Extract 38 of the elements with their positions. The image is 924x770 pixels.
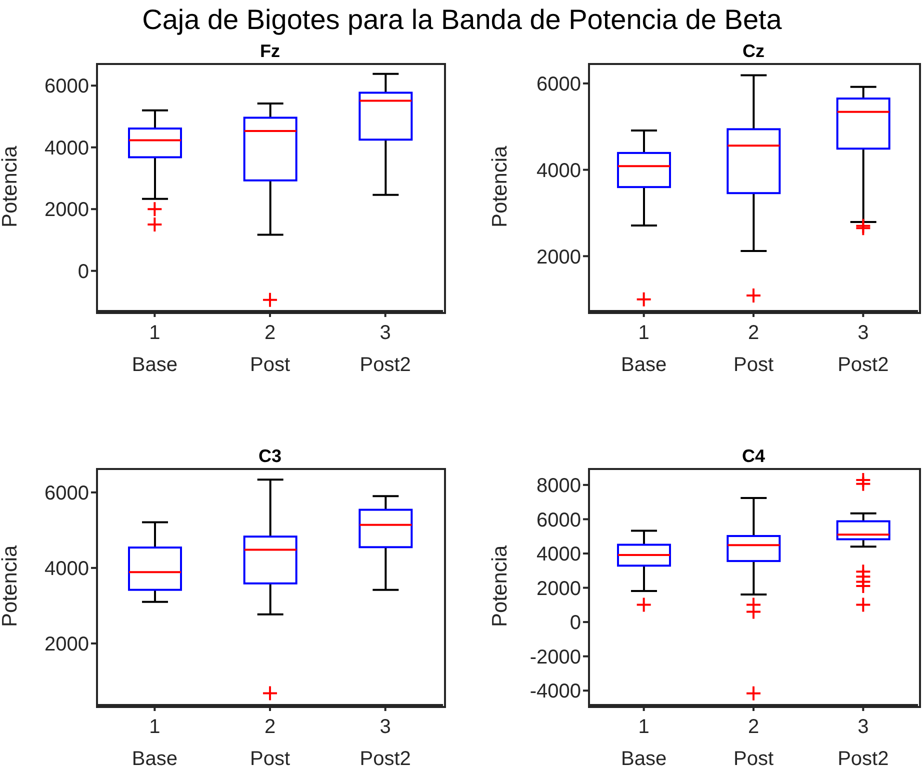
y-tick-label: 8000	[536, 475, 581, 498]
text: Caja de Bigotes para la Banda de Potencia de Beta	[141, 4, 783, 36]
y-tick-label: 6000	[536, 509, 581, 532]
y-tick-label: 2000	[536, 246, 581, 268]
y-tick-label: 2000	[44, 199, 89, 222]
y-axis-title: Potencia	[0, 544, 22, 627]
x-tick-label: 3 Post2	[838, 716, 889, 770]
x-tick-label: 3 Post2	[360, 716, 411, 770]
y-axis-title: Potencia	[0, 145, 22, 228]
y-tick-label: 6000	[44, 76, 89, 98]
chart-title: Cz	[742, 40, 766, 62]
y-tick-label: 6000	[536, 74, 581, 96]
y-tick-label: 6000	[44, 482, 89, 505]
y-tick-label: 0	[570, 612, 581, 634]
y-tick-label: 2000	[44, 634, 89, 656]
x-tick-label: 1 Base	[621, 322, 667, 376]
y-axis-title: Potencia	[488, 145, 512, 228]
chart-title: C4	[740, 445, 766, 467]
y-tick-label: 0	[78, 260, 89, 283]
y-tick-label: 2000	[536, 578, 581, 600]
y-tick-label: 4000	[44, 558, 89, 580]
x-tick-label: 1 Base	[132, 322, 178, 376]
x-tick-label: 2 Post	[733, 716, 774, 770]
x-tick-label: 3 Post2	[360, 322, 411, 376]
y-tick-label: 4000	[536, 544, 581, 566]
x-tick-label: 2 Post	[250, 322, 290, 376]
x-tick-label: 2 Post	[250, 716, 290, 770]
chart-title: Fz	[259, 40, 281, 62]
x-tick-label: 1 Base	[621, 716, 667, 770]
x-tick-label: 3 Post2	[838, 322, 889, 376]
chart-title: C3	[257, 445, 282, 467]
x-tick-label: 1 Base	[132, 716, 178, 770]
y-tick-label: 4000	[536, 160, 581, 182]
y-tick-label: -2000	[530, 646, 581, 668]
y-tick-label: -4000	[530, 680, 581, 703]
y-tick-label: 4000	[44, 137, 89, 160]
y-axis-title: Potencia	[488, 544, 512, 627]
x-tick-label: 2 Post	[733, 322, 774, 376]
